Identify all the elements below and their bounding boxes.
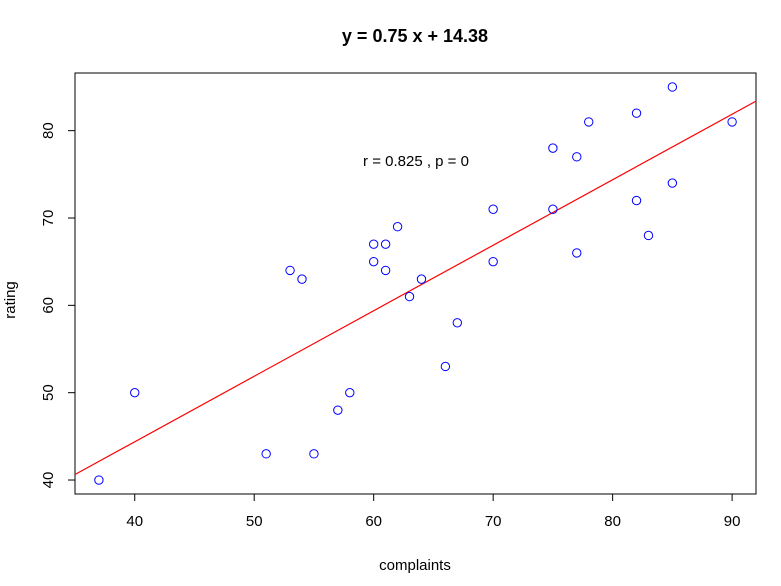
data-point xyxy=(368,256,379,267)
data-point xyxy=(488,256,498,267)
points-layer xyxy=(94,82,737,485)
data-point xyxy=(130,387,140,398)
data-point xyxy=(631,108,642,118)
data-point xyxy=(440,361,451,372)
y-tick-label: 80 xyxy=(40,122,57,139)
x-axis: 40 50 60 70 80 90 xyxy=(126,494,740,530)
data-point xyxy=(631,195,642,206)
correlation-annotation: r = 0.825 , p = 0 xyxy=(363,153,469,170)
data-point xyxy=(572,248,582,258)
data-point xyxy=(548,204,558,214)
data-point xyxy=(297,274,307,284)
y-axis: 40 50 60 70 80 xyxy=(40,122,75,488)
data-point xyxy=(667,82,678,92)
regression-line xyxy=(74,100,757,476)
regression-line-layer xyxy=(74,100,757,476)
x-tick-label: 50 xyxy=(246,513,263,530)
data-point xyxy=(488,204,498,214)
x-tick-label: 40 xyxy=(126,513,143,530)
data-point xyxy=(643,230,654,241)
data-point xyxy=(727,117,737,127)
data-point xyxy=(94,475,104,485)
data-point xyxy=(416,274,427,284)
data-point xyxy=(368,239,379,249)
x-tick-label: 70 xyxy=(485,513,502,530)
data-point xyxy=(452,318,463,328)
y-tick-label: 40 xyxy=(40,472,57,489)
data-point xyxy=(380,265,391,276)
chart-title: y = 0.75 x + 14.38 xyxy=(342,26,488,46)
data-point xyxy=(380,239,391,249)
data-point xyxy=(333,405,343,415)
data-point xyxy=(392,222,403,232)
y-axis-label: rating xyxy=(2,281,19,319)
data-point xyxy=(584,117,594,127)
data-point xyxy=(667,178,678,188)
data-point xyxy=(309,449,319,459)
data-point xyxy=(548,143,558,153)
y-tick-label: 50 xyxy=(40,384,57,401)
data-point xyxy=(261,449,271,459)
data-point xyxy=(345,387,355,398)
y-tick-label: 60 xyxy=(40,297,57,314)
x-tick-label: 80 xyxy=(604,513,621,530)
y-tick-label: 70 xyxy=(40,210,57,227)
data-point xyxy=(285,265,295,276)
data-point xyxy=(572,152,582,162)
x-axis-label: complaints xyxy=(379,557,451,574)
data-point xyxy=(404,291,415,302)
plot-frame xyxy=(74,72,757,495)
x-tick-label: 90 xyxy=(724,513,741,530)
x-tick-label: 60 xyxy=(365,513,382,530)
